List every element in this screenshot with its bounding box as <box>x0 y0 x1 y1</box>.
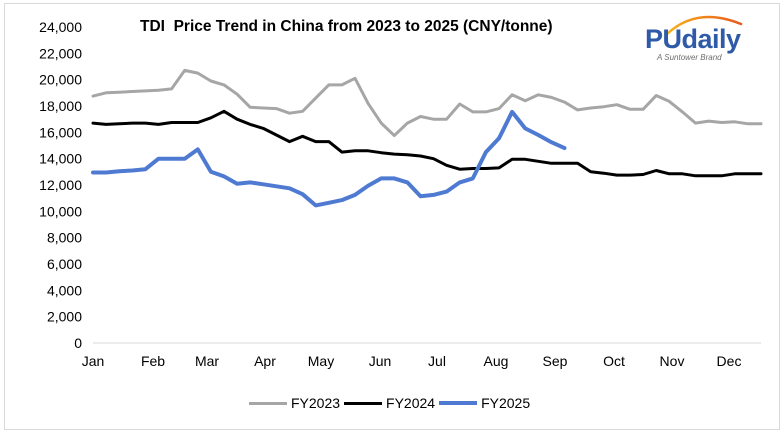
series-line-fy2024 <box>91 109 763 178</box>
logo-tagline: A Suntower Brand <box>657 53 722 62</box>
series-line-fy2023 <box>91 68 763 138</box>
y-tick-label: 0 <box>74 335 82 351</box>
legend-swatch-fy2023 <box>249 401 287 405</box>
x-tick-label: Jun <box>369 353 392 369</box>
series-line-fy2025 <box>91 109 567 208</box>
logo-wordmark: PUdaily <box>645 24 741 54</box>
y-tick-label: 14,000 <box>39 151 82 167</box>
legend-swatch-fy2024 <box>344 401 383 405</box>
y-tick-label: 10,000 <box>39 203 82 219</box>
y-tick-label: 6,000 <box>47 256 82 272</box>
y-tick-label: 16,000 <box>39 124 82 140</box>
legend-swatch-fy2025 <box>439 401 478 405</box>
y-tick-label: 4,000 <box>47 282 82 298</box>
y-tick-label: 24,000 <box>39 19 82 35</box>
y-tick-label: 20,000 <box>39 72 82 88</box>
x-tick-label: Apr <box>254 353 276 369</box>
x-tick-label: Sep <box>543 353 568 369</box>
x-tick-label: Oct <box>603 353 625 369</box>
legend-label-fy2024: FY2024 <box>386 395 436 411</box>
pudaily-logo: PUdaily A Suntower Brand <box>645 10 745 65</box>
y-tick-label: 22,000 <box>39 45 82 61</box>
chart-frame <box>4 3 780 430</box>
legend-item-fy2025[interactable]: FY2025 <box>435 395 530 411</box>
chart-legend: FY2023 FY2024 FY2025 <box>245 395 530 411</box>
x-tick-label: Feb <box>141 353 165 369</box>
x-tick-label: Aug <box>484 353 509 369</box>
x-tick-label: Nov <box>660 353 685 369</box>
y-tick-label: 12,000 <box>39 177 82 193</box>
x-tick-label: May <box>308 353 334 369</box>
x-tick-label: Jul <box>428 353 446 369</box>
legend-label-fy2025: FY2025 <box>481 395 531 411</box>
legend-item-fy2024[interactable]: FY2024 <box>340 395 435 411</box>
x-tick-label: Mar <box>195 353 219 369</box>
y-tick-label: 18,000 <box>39 98 82 114</box>
y-tick-label: 2,000 <box>47 309 82 325</box>
legend-label-fy2023: FY2023 <box>291 395 341 411</box>
y-tick-label: 8,000 <box>47 230 82 246</box>
x-tick-label: Jan <box>82 353 105 369</box>
chart-title: TDI Price Trend in China from 2023 to 20… <box>140 18 553 35</box>
logo-arc-icon <box>665 15 743 36</box>
legend-item-fy2023[interactable]: FY2023 <box>245 395 340 411</box>
x-tick-label: Dec <box>717 353 742 369</box>
